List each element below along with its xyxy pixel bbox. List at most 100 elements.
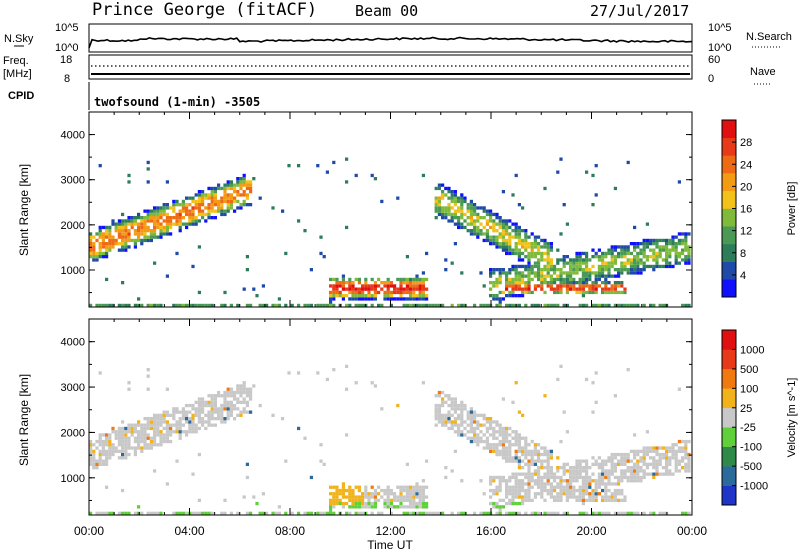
power-cell	[364, 277, 368, 282]
velocity-cell	[572, 495, 576, 499]
power-cell	[489, 271, 493, 275]
velocity-cell	[517, 433, 521, 437]
velocity-cell	[645, 446, 649, 450]
power-cell	[485, 229, 489, 233]
velocity-cell	[581, 459, 585, 463]
power-cell	[165, 274, 169, 278]
power-cell	[543, 242, 547, 246]
velocity-cell	[572, 472, 576, 476]
power-cell	[620, 268, 624, 272]
power-cell	[373, 294, 377, 298]
velocity-cell	[169, 423, 173, 427]
velocity-cell	[655, 469, 659, 473]
velocity-cell	[137, 443, 141, 447]
power-cell	[524, 274, 528, 278]
power-cell	[572, 268, 576, 272]
power-cell	[329, 297, 333, 301]
power-cell	[114, 242, 118, 246]
power-cell	[530, 251, 534, 256]
velocity-cell	[505, 439, 509, 444]
power-cell	[485, 235, 489, 239]
power-cell	[329, 300, 333, 304]
power-cell	[399, 287, 403, 291]
power-cell	[341, 277, 345, 282]
power-cell	[117, 242, 121, 246]
power-cell	[613, 290, 617, 295]
velocity-cell	[329, 498, 333, 502]
velocity-cell	[684, 446, 688, 450]
power-cell	[335, 287, 339, 291]
power-cell	[601, 264, 605, 269]
power-cell	[242, 203, 246, 207]
velocity-cell	[636, 466, 640, 470]
velocity-cell	[581, 475, 585, 480]
velocity-cell	[556, 482, 560, 486]
velocity-cell	[549, 472, 553, 476]
velocity-cell	[159, 511, 163, 515]
velocity-cell	[95, 462, 99, 466]
velocity-cell	[399, 505, 403, 509]
power-cell	[412, 290, 416, 295]
velocity-cell	[124, 426, 128, 431]
power-cell	[684, 232, 688, 236]
power-cell	[581, 290, 585, 295]
power-cell	[569, 261, 573, 265]
velocity-cell	[677, 387, 681, 391]
velocity-cell	[501, 449, 505, 453]
velocity-cell	[649, 462, 653, 466]
power-cell	[613, 186, 617, 191]
velocity-cell	[146, 423, 150, 427]
power-cell	[521, 242, 525, 246]
power-cell	[597, 284, 601, 288]
power-cell	[511, 248, 515, 252]
velocity-cell	[367, 492, 371, 496]
power-cell	[527, 268, 531, 272]
velocity-cell	[245, 462, 249, 466]
power-cell	[684, 261, 688, 265]
power-cell	[207, 212, 211, 217]
velocity-cell	[521, 485, 525, 489]
power-cell	[249, 303, 253, 308]
power-cell	[572, 261, 576, 265]
velocity-cell	[95, 439, 99, 444]
velocity-cell	[460, 479, 464, 483]
power-cell	[684, 245, 688, 249]
power-cell	[127, 232, 131, 236]
power-cell	[162, 206, 166, 210]
velocity-cell	[409, 498, 413, 502]
velocity-cell	[453, 420, 457, 424]
power-cell	[524, 232, 528, 236]
velocity-cell	[581, 492, 585, 496]
velocity-cell	[453, 397, 457, 401]
power-cell	[444, 186, 448, 191]
power-cell	[633, 248, 637, 252]
power-cell	[501, 242, 505, 246]
power-cell	[175, 199, 179, 204]
power-cell	[633, 242, 637, 246]
velocity-cell	[457, 511, 461, 515]
velocity-cell	[633, 469, 637, 473]
velocity-cell	[373, 384, 377, 388]
power-cell	[620, 290, 624, 295]
velocity-cell	[245, 390, 249, 395]
velocity-cell	[389, 498, 393, 502]
velocity-cell	[108, 449, 112, 453]
power-cell	[111, 238, 115, 243]
velocity-cell	[127, 452, 131, 457]
power-cell	[175, 203, 179, 207]
power-cell	[661, 258, 665, 262]
power-cell	[617, 245, 621, 249]
power-cell	[668, 251, 672, 256]
velocity-cell	[540, 466, 544, 470]
velocity-cell	[668, 449, 672, 453]
velocity-cell	[642, 459, 646, 463]
velocity-cell	[591, 462, 595, 466]
velocity-cell	[338, 488, 342, 493]
power-cell	[553, 287, 557, 291]
power-cell	[511, 287, 515, 291]
power-cell	[297, 164, 301, 168]
power-cell	[361, 294, 365, 298]
power-cell	[661, 238, 665, 243]
velocity-cell	[687, 459, 691, 463]
power-cell	[588, 274, 592, 278]
